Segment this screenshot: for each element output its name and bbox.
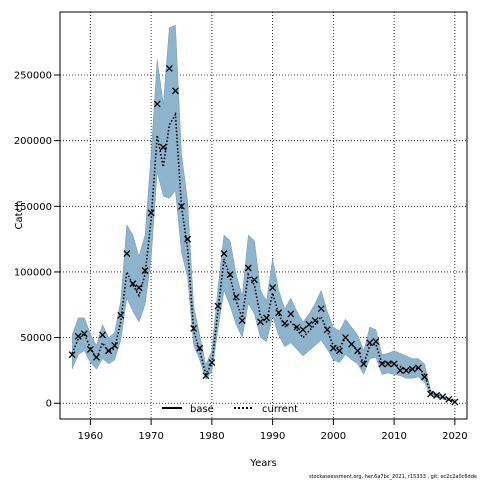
observation-marker	[111, 342, 119, 349]
y-tick-label: 250000	[14, 71, 52, 82]
observation-marker	[99, 331, 106, 339]
x-tick-label: 2020	[442, 431, 467, 442]
observation-marker	[123, 250, 131, 258]
observation-marker	[299, 326, 307, 334]
observation-marker	[317, 305, 325, 313]
observation-marker	[348, 340, 356, 348]
observation-marker	[414, 364, 422, 372]
observation-marker	[293, 323, 301, 331]
x-tick-label: 2010	[381, 431, 406, 442]
x-tick-label: 1990	[260, 431, 285, 442]
observation-marker	[287, 310, 295, 318]
observation-marker	[117, 311, 125, 319]
observation-marker	[202, 372, 210, 380]
observation-marker	[421, 373, 428, 381]
y-tick-label: 200000	[14, 136, 52, 147]
observation-marker	[159, 143, 167, 151]
observation-marker	[439, 393, 447, 401]
observation-marker	[74, 332, 82, 340]
observation-marker	[196, 344, 204, 352]
observation-marker	[384, 360, 392, 368]
observation-marker	[335, 347, 343, 355]
x-tick-label: 1980	[199, 431, 224, 442]
observation-marker	[190, 324, 198, 332]
observation-marker	[250, 276, 258, 284]
observation-marker	[433, 391, 441, 399]
observation-marker	[68, 351, 76, 359]
observation-marker	[342, 334, 349, 342]
observation-marker	[86, 345, 94, 353]
observation-marker	[323, 326, 331, 334]
observation-marker	[232, 293, 240, 301]
observation-marker	[165, 64, 173, 72]
observation-marker	[153, 100, 161, 108]
observation-marker	[244, 264, 252, 272]
observation-marker	[305, 321, 313, 328]
series-line-layer	[71, 111, 456, 403]
x-tick-label: 2000	[321, 431, 346, 442]
observation-marker	[366, 339, 374, 347]
series-line-current	[71, 111, 456, 403]
plot-frame	[59, 11, 468, 420]
observation-marker	[311, 317, 319, 324]
x-tick-label: 1970	[138, 431, 163, 442]
observation-marker	[147, 209, 155, 217]
observation-marker	[257, 318, 264, 326]
x-axis-title: Years	[249, 458, 276, 469]
observation-marker	[184, 235, 192, 243]
y-tick-label: 100000	[14, 267, 52, 278]
observation-marker	[281, 319, 289, 327]
observation-marker	[220, 250, 228, 258]
y-tick-label: 50000	[20, 333, 52, 344]
observation-marker	[171, 87, 179, 95]
observation-marker	[208, 359, 216, 367]
observation-marker	[135, 284, 143, 292]
observation-marker	[214, 302, 222, 310]
legend: base current	[162, 404, 298, 415]
observation-marker	[129, 280, 137, 288]
observation-marker	[354, 347, 362, 355]
observation-marker	[238, 317, 246, 324]
observation-marker	[360, 360, 368, 368]
observation-marker	[329, 344, 337, 352]
observation-marker	[445, 395, 453, 403]
observation-marker	[263, 314, 270, 322]
observation-marker	[105, 347, 113, 355]
plot-area-background	[60, 12, 467, 419]
legend-base-label: base	[190, 404, 214, 415]
y-tick-label: 150000	[14, 202, 52, 213]
observation-marker	[378, 360, 386, 368]
observation-marker	[226, 271, 234, 279]
observation-marker	[372, 338, 380, 345]
observation-marker	[141, 267, 149, 275]
x-axis: 1960 1970 1980 1990 2000 2010 2020	[78, 419, 468, 442]
y-tick-label: 0	[46, 399, 52, 410]
observation-marker	[402, 366, 410, 374]
legend-current-label: current	[262, 404, 298, 415]
observation-marker	[396, 366, 404, 374]
observation-marker	[390, 360, 398, 368]
observation-marker	[275, 309, 283, 317]
observation-marker	[451, 398, 459, 406]
observation-marker	[269, 284, 277, 292]
y-axis-title: Catch	[14, 201, 25, 230]
observation-marker	[178, 202, 185, 210]
observation-marker	[427, 390, 435, 398]
observation-marker	[408, 365, 416, 373]
observation-markers	[68, 64, 459, 406]
footer-version-text: stockassessment.org, her.6a7bc_2021, r15…	[309, 474, 477, 480]
observation-marker	[80, 330, 88, 338]
observation-marker	[92, 353, 100, 361]
y-axis: 0 50000 100000 150000 200000 250000	[14, 71, 60, 410]
x-tick-label: 1960	[78, 431, 103, 442]
